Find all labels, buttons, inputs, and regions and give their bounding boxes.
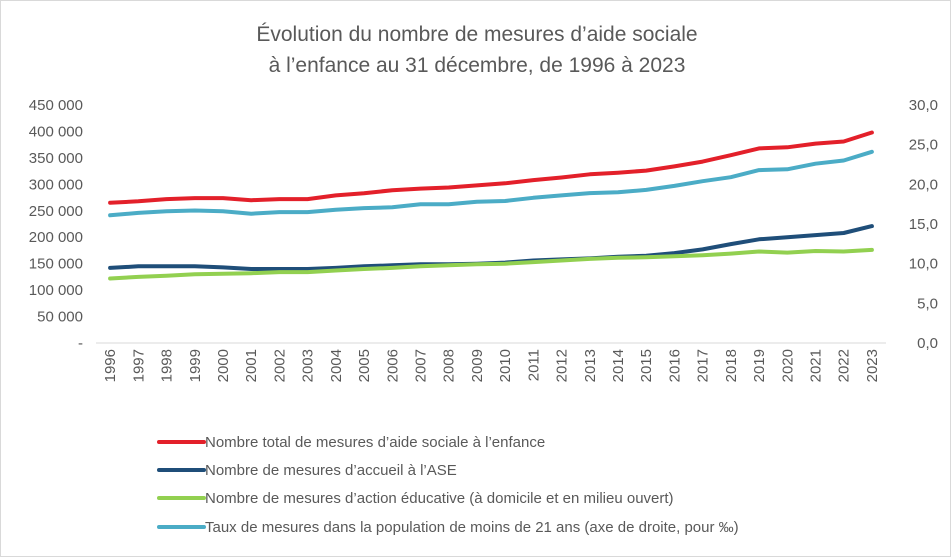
- chart-title-line-1: Évolution du nombre de mesures d’aide so…: [256, 23, 697, 46]
- y-right-tick-label: 15,0: [909, 216, 938, 233]
- y-left-tick-label: 50 000: [37, 309, 83, 326]
- y-left-tick-label: 400 000: [29, 123, 83, 140]
- x-tick-label: 2012: [554, 349, 571, 382]
- x-tick-label: 2001: [243, 349, 260, 382]
- x-tick-label: 1999: [187, 349, 204, 382]
- x-tick-label: 2023: [864, 349, 881, 382]
- y-left-tick-label: 350 000: [29, 150, 83, 167]
- x-tick-label: 2009: [469, 349, 486, 382]
- x-tick-label: 2014: [610, 349, 627, 382]
- y-left-tick-label: 450 000: [29, 97, 83, 114]
- series-line-1: [108, 130, 874, 205]
- x-tick-label: 2003: [300, 349, 317, 382]
- legend-label-3: Nombre de mesures d’action éducative (à …: [205, 490, 674, 507]
- y-axis-left-ticks: - 50 000 100 000 150 000 200 000 250 000 300 0…: [29, 97, 83, 352]
- y-axis-right-ticks: 0,0 5,0 10,0 15,0 20,0 25,0 30,0: [909, 97, 938, 352]
- chart-title: Évolution du nombre de mesures d’aide so…: [256, 23, 697, 77]
- legend-label-1: Nombre total de mesures d’aide sociale à…: [205, 434, 545, 451]
- y-left-tick-label: 300 000: [29, 176, 83, 193]
- y-left-tick-label: 250 000: [29, 203, 83, 220]
- y-right-tick-label: 25,0: [909, 137, 938, 154]
- x-tick-label: 1998: [159, 349, 176, 382]
- x-tick-label: 2020: [779, 349, 796, 382]
- legend-label-2: Nombre de mesures d’accueil à l’ASE: [205, 462, 457, 479]
- chart-title-line-2: à l’enfance au 31 décembre, de 1996 à 20…: [269, 54, 686, 77]
- x-tick-label: 2005: [356, 349, 373, 382]
- x-tick-label: 2008: [441, 349, 458, 382]
- x-tick-label: 1997: [130, 349, 147, 382]
- x-tick-label: 2011: [525, 349, 542, 381]
- y-right-tick-label: 0,0: [917, 335, 938, 352]
- x-axis-ticks: 1996 1997 1998 1999 2000 2001 2002 2003 2004 2005…: [102, 349, 881, 382]
- y-left-tick-label: -: [78, 335, 83, 352]
- x-tick-label: 2010: [497, 349, 514, 382]
- x-tick-label: 2015: [638, 349, 655, 382]
- x-tick-label: 2017: [695, 349, 712, 382]
- x-tick-label: 2019: [751, 349, 768, 382]
- y-right-tick-label: 20,0: [909, 176, 938, 193]
- y-right-tick-label: 10,0: [909, 256, 938, 273]
- series-lines: [108, 130, 874, 281]
- y-right-tick-label: 30,0: [909, 97, 938, 114]
- x-tick-label: 2000: [215, 349, 232, 382]
- x-tick-label: 2006: [384, 349, 401, 382]
- series-line-3: [108, 247, 874, 281]
- x-tick-label: 2022: [836, 349, 853, 382]
- legend: Nombre total de mesures d’aide sociale à…: [157, 434, 739, 536]
- series-line-4: [108, 149, 874, 218]
- y-left-tick-label: 200 000: [29, 229, 83, 246]
- legend-label-4: Taux de mesures dans la population de mo…: [205, 519, 739, 536]
- x-tick-label: 2018: [723, 349, 740, 382]
- x-tick-label: 2013: [582, 349, 599, 382]
- y-left-tick-label: 100 000: [29, 282, 83, 299]
- x-tick-label: 1996: [102, 349, 119, 382]
- y-right-tick-label: 5,0: [917, 295, 938, 312]
- x-tick-label: 2007: [412, 349, 429, 382]
- x-tick-label: 2004: [328, 349, 345, 382]
- x-tick-label: 2021: [807, 349, 824, 382]
- x-tick-label: 2016: [666, 349, 683, 382]
- x-tick-label: 2002: [271, 349, 288, 382]
- y-left-tick-label: 150 000: [29, 256, 83, 273]
